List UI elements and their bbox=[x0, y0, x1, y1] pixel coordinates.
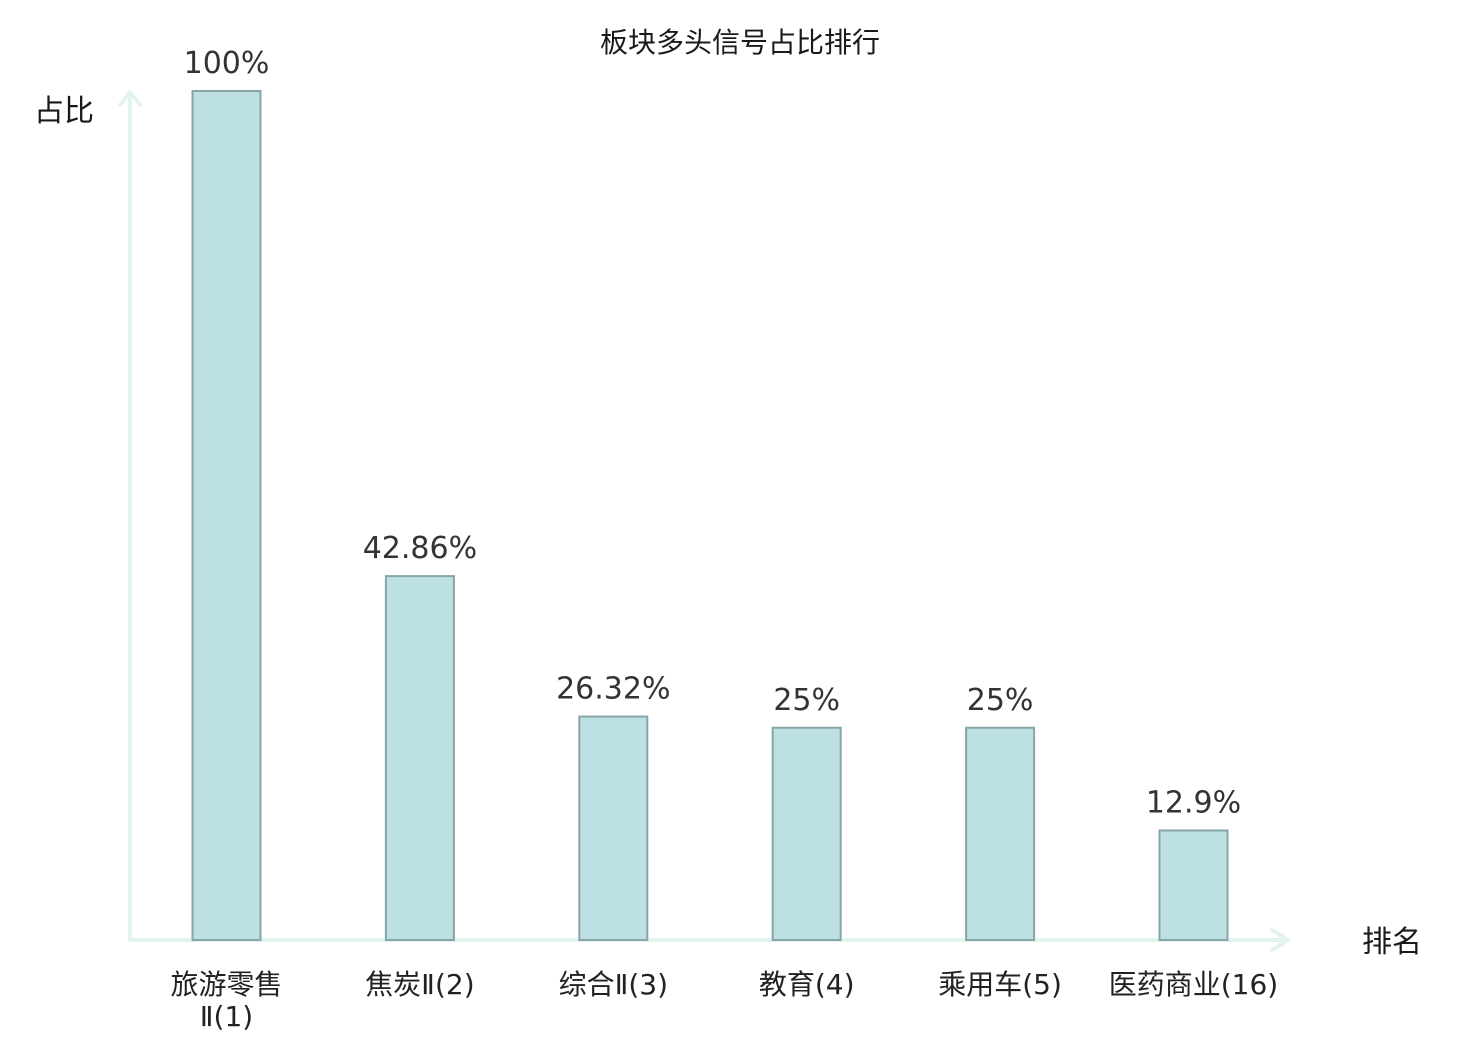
bar-1 bbox=[191, 90, 262, 941]
category-labels-group: 旅游零售 Ⅱ(1) 焦炭Ⅱ(2) 综合Ⅱ(3) 教育(4) 乘用车(5) 医药商业(16) bbox=[170, 968, 1278, 1033]
chart-title: 板块多头信号占比排行 bbox=[600, 26, 880, 59]
bar-3 bbox=[578, 715, 649, 942]
category-label-6: 医药商业(16) bbox=[1109, 968, 1278, 1001]
category-label-3: 综合Ⅱ(3) bbox=[559, 968, 668, 1001]
x-axis-label: 排名 bbox=[1362, 925, 1422, 960]
value-label-1: 100% bbox=[184, 46, 270, 81]
value-label-6: 12.9% bbox=[1146, 785, 1241, 820]
value-label-2: 42.86% bbox=[363, 531, 477, 566]
category-label-2: 焦炭Ⅱ(2) bbox=[365, 968, 474, 1001]
category-label-4: 教育(4) bbox=[759, 968, 855, 1001]
y-axis-label: 占比 bbox=[34, 94, 94, 129]
bar-6 bbox=[1158, 829, 1229, 942]
y-axis-arrow bbox=[118, 90, 142, 107]
bars-group bbox=[191, 90, 1229, 942]
category-label-5: 乘用车(5) bbox=[938, 968, 1062, 1001]
category-label-1: 旅游零售 Ⅱ(1) bbox=[170, 968, 282, 1033]
value-label-3: 26.32% bbox=[556, 672, 670, 707]
value-labels-group: 100% 42.86% 26.32% 25% 25% 12.9% bbox=[184, 46, 1242, 820]
x-axis-arrow bbox=[1270, 928, 1290, 952]
bar-4 bbox=[771, 726, 842, 941]
bar-2 bbox=[384, 575, 455, 941]
bar-5 bbox=[965, 726, 1036, 941]
value-label-4: 25% bbox=[773, 683, 840, 718]
value-label-5: 25% bbox=[967, 683, 1034, 718]
